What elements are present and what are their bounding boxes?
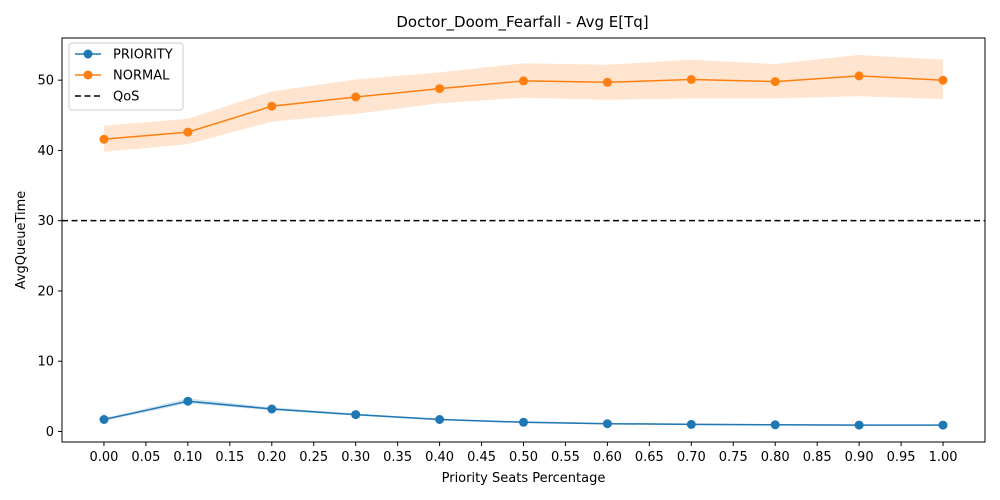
plot-frame bbox=[61, 37, 986, 443]
x-tick-label: 0.30 bbox=[341, 450, 370, 465]
point-normal bbox=[267, 101, 277, 111]
legend-frame bbox=[68, 42, 184, 111]
x-axis-label: Priority Seats Percentage bbox=[442, 471, 606, 486]
point-normal bbox=[602, 77, 612, 87]
legend-label-qos: QoS bbox=[113, 90, 139, 105]
point-normal bbox=[99, 134, 109, 144]
x-tick-label: 0.60 bbox=[593, 450, 622, 465]
point-priority bbox=[686, 419, 696, 429]
legend-marker-normal bbox=[83, 70, 93, 80]
y-tick-label: 40 bbox=[37, 144, 54, 159]
point-priority bbox=[99, 415, 109, 424]
x-tick-label: 0.20 bbox=[257, 450, 286, 465]
point-normal bbox=[770, 77, 780, 87]
x-tick-label: 0.50 bbox=[509, 450, 538, 465]
legend-marker-priority bbox=[83, 49, 93, 59]
chart-title: Doctor_Doom_Fearfall - Avg E[Tq] bbox=[396, 13, 648, 32]
x-tick-label: 0.70 bbox=[677, 450, 706, 465]
legend: PRIORITY NORMAL QoS bbox=[68, 42, 184, 111]
x-tick-label: 0.65 bbox=[635, 450, 664, 465]
y-tick-label: 0 bbox=[46, 425, 54, 440]
point-normal bbox=[183, 127, 193, 137]
x-tick-label: 0.10 bbox=[173, 450, 202, 465]
x-tick-label: 0.45 bbox=[467, 450, 496, 465]
legend-label-normal: NORMAL bbox=[113, 69, 170, 84]
x-tick-label: 0.15 bbox=[215, 450, 244, 465]
x-tick-label: 1.00 bbox=[929, 450, 958, 465]
x-tick-label: 0.25 bbox=[299, 450, 328, 465]
band-normal bbox=[104, 54, 943, 152]
point-priority bbox=[770, 420, 780, 430]
y-tick-label: 50 bbox=[37, 74, 54, 89]
x-tick-label: 0.05 bbox=[131, 450, 160, 465]
x-tick-label: 0.75 bbox=[719, 450, 748, 465]
point-normal bbox=[435, 84, 445, 94]
point-normal bbox=[938, 75, 948, 85]
point-priority bbox=[519, 417, 528, 427]
y-axis-label: AvgQueueTime bbox=[14, 191, 29, 290]
x-tick-label: 0.40 bbox=[425, 450, 454, 465]
point-priority bbox=[351, 410, 361, 420]
point-normal bbox=[686, 75, 696, 84]
point-priority bbox=[854, 420, 864, 430]
x-tick-label: 0.35 bbox=[383, 450, 412, 465]
point-priority bbox=[602, 419, 612, 429]
point-normal bbox=[519, 76, 528, 86]
x-tick-label: 0.55 bbox=[551, 450, 580, 465]
x-tick-label: 0.90 bbox=[845, 450, 874, 465]
point-priority bbox=[938, 420, 948, 430]
x-tick-label: 0.85 bbox=[803, 450, 832, 465]
point-priority bbox=[435, 415, 445, 424]
y-tick-label: 20 bbox=[37, 284, 54, 299]
point-priority bbox=[183, 396, 193, 406]
x-tick-label: 0.80 bbox=[761, 450, 790, 465]
x-tick-label: 0.00 bbox=[89, 450, 118, 465]
x-tick-label: 0.95 bbox=[887, 450, 916, 465]
point-normal bbox=[351, 92, 361, 102]
point-normal bbox=[854, 71, 864, 81]
y-tick-label: 10 bbox=[37, 355, 54, 370]
y-tick-label: 30 bbox=[37, 214, 54, 229]
point-priority bbox=[267, 404, 277, 414]
legend-label-priority: PRIORITY bbox=[113, 48, 173, 63]
